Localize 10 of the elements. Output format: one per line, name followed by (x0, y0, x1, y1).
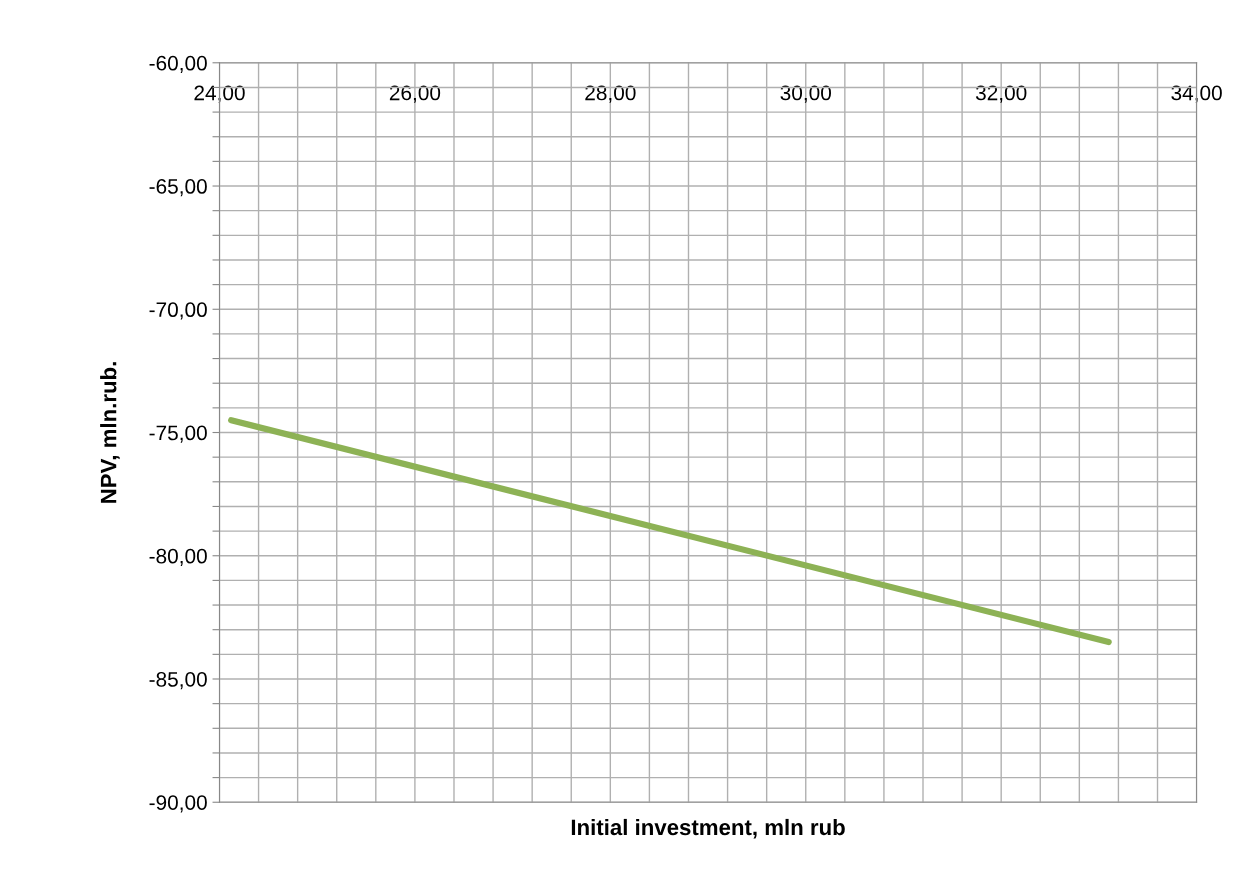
y-tick-label: -75,00 (149, 425, 207, 443)
y-tick-label: -65,00 (149, 179, 207, 197)
y-tick-label: -85,00 (149, 672, 207, 690)
y-tick-label: -90,00 (149, 795, 207, 813)
y-tick-label: -70,00 (149, 302, 207, 320)
x-axis-title: Initial investment, mln rub (571, 818, 845, 839)
y-axis-title: NPV, mln.rub. (100, 362, 120, 503)
x-tick-label: 34,00 (1171, 85, 1222, 103)
y-tick-label: -60,00 (149, 55, 207, 73)
y-tick-label: -80,00 (149, 548, 207, 566)
